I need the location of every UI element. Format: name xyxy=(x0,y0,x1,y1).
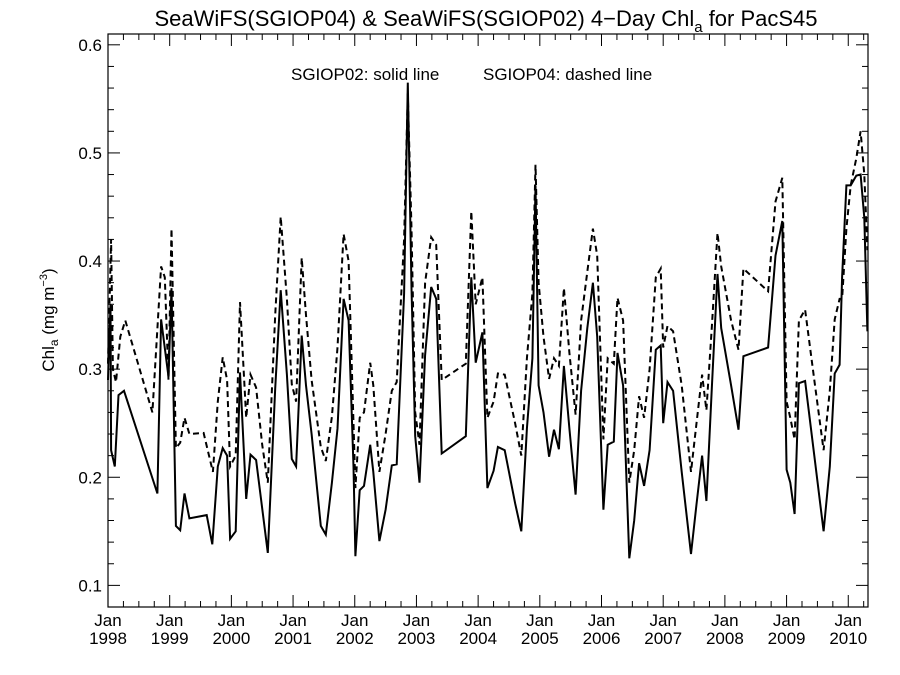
y-tick-label: 0.2 xyxy=(78,468,102,487)
x-tick-month-label: Jan xyxy=(279,611,306,630)
x-tick-year-label: 2007 xyxy=(644,629,682,648)
y-tick-label: 0.4 xyxy=(78,252,102,271)
ylabel-unit: (mg m xyxy=(39,287,58,340)
x-tick-month-label: Jan xyxy=(218,611,245,630)
x-tick-month-label: Jan xyxy=(94,611,121,630)
x-tick-month-label: Jan xyxy=(835,611,862,630)
x-tick-month-label: Jan xyxy=(464,611,491,630)
x-tick-year-label: 2004 xyxy=(459,629,497,648)
series-line-sgiop02 xyxy=(107,82,869,559)
x-tick-year-label: 2000 xyxy=(212,629,250,648)
x-tick-month-label: Jan xyxy=(588,611,615,630)
ylabel-superscript: −3 xyxy=(38,274,50,287)
x-tick-year-label: 2001 xyxy=(274,629,312,648)
series-line-sgiop04 xyxy=(107,93,869,489)
x-tick-year-label: 2002 xyxy=(336,629,374,648)
title-tail: for PacS45 xyxy=(703,6,818,31)
x-tick-year-label: 2009 xyxy=(768,629,806,648)
x-tick-month-label: Jan xyxy=(156,611,183,630)
x-tick-month-label: Jan xyxy=(403,611,430,630)
annotation-dashed-line: SGIOP04: dashed line xyxy=(483,65,652,84)
x-tick-month-label: Jan xyxy=(341,611,368,630)
plot-frame xyxy=(107,33,869,608)
axis-layer: 0.10.20.30.40.50.6Jan1998Jan1999Jan2000J… xyxy=(78,34,868,648)
y-tick-label: 0.6 xyxy=(78,36,102,55)
y-tick-label: 0.5 xyxy=(78,144,102,163)
ylabel-main: Chl xyxy=(39,346,58,372)
y-tick-label: 0.1 xyxy=(78,576,102,595)
title-subscript: a xyxy=(694,19,703,36)
y-tick-label: 0.3 xyxy=(78,360,102,379)
x-tick-month-label: Jan xyxy=(773,611,800,630)
x-tick-year-label: 2010 xyxy=(829,629,867,648)
x-tick-month-label: Jan xyxy=(649,611,676,630)
x-tick-year-label: 2006 xyxy=(583,629,621,648)
x-tick-year-label: 2008 xyxy=(706,629,744,648)
x-tick-year-label: 2005 xyxy=(521,629,559,648)
x-tick-month-label: Jan xyxy=(526,611,553,630)
x-tick-month-label: Jan xyxy=(711,611,738,630)
y-axis-label: Chla (mg m−3) xyxy=(38,268,61,371)
series-layer xyxy=(107,82,869,559)
x-tick-year-label: 2003 xyxy=(398,629,436,648)
ylabel-subscript: a xyxy=(47,339,61,346)
x-tick-year-label: 1999 xyxy=(151,629,189,648)
chart-title: SeaWiFS(SGIOP04) & SeaWiFS(SGIOP02) 4−Da… xyxy=(154,6,817,36)
annotation-solid-line: SGIOP02: solid line xyxy=(291,65,439,84)
ylabel-close: ) xyxy=(39,268,58,274)
title-main: SeaWiFS(SGIOP04) & SeaWiFS(SGIOP02) 4−Da… xyxy=(154,6,694,31)
x-tick-year-label: 1998 xyxy=(89,629,127,648)
